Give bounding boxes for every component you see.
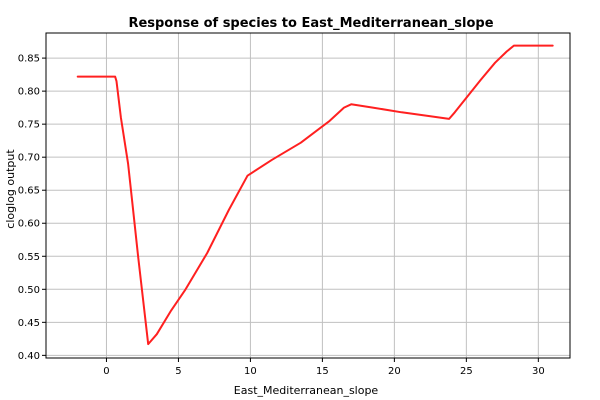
x-tick-label: 10 (244, 366, 257, 377)
y-tick-label: 0.40 (18, 351, 40, 362)
series-layer (76, 44, 554, 346)
y-tick-label: 0.80 (18, 87, 40, 98)
x-tick-label: 25 (460, 366, 473, 377)
plot-area-frame (45, 32, 571, 359)
x-tick-label: 20 (388, 366, 401, 377)
y-tick-label: 0.45 (18, 318, 40, 329)
grid-lines (46, 33, 570, 358)
series-line (76, 44, 554, 346)
y-tick-label: 0.70 (18, 153, 40, 164)
y-tick-label: 0.60 (18, 219, 40, 230)
x-tick-label: 15 (316, 366, 329, 377)
y-tick-label: 0.50 (18, 285, 40, 296)
x-tick-label: 0 (103, 366, 109, 377)
chart-title: Response of species to East_Mediterranea… (128, 16, 493, 31)
y-axis-label: cloglog output (4, 149, 17, 229)
x-axis-label: East_Mediterranean_slope (234, 384, 379, 397)
y-tick-label: 0.85 (18, 54, 40, 65)
y-tick-label: 0.55 (18, 252, 40, 263)
x-tick-label: 30 (532, 366, 545, 377)
y-tick-label: 0.65 (18, 186, 40, 197)
axis-ticks: 0 5 10 15 20 25 30 0.40 0.45 0.50 0.55 0.60 0.65 0.70… (18, 54, 545, 377)
x-tick-label: 5 (175, 366, 181, 377)
y-tick-label: 0.75 (18, 120, 40, 131)
